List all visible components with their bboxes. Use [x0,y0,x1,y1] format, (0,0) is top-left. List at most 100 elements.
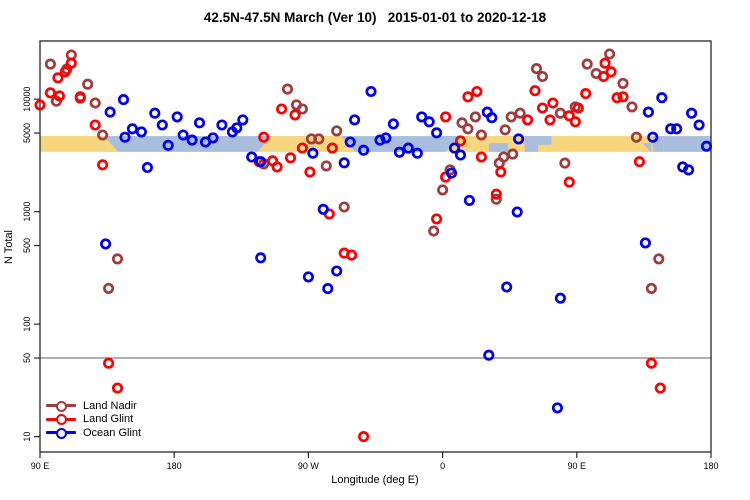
data-point-ocean-glint [393,146,405,158]
data-point-land-nadir [103,282,115,294]
data-point-land-glint [547,97,559,109]
data-point-land-glint [454,135,467,147]
data-point-ocean-glint [322,283,334,295]
data-point-land-nadir [437,184,449,196]
data-point-land-nadir [490,193,502,205]
data-point-land-glint [654,382,666,394]
data-point-ocean-glint [126,123,138,135]
y-tick-label: 10 [22,432,32,442]
data-point-ocean-glint [483,349,495,361]
x-tick-label: 180 [167,461,182,471]
data-point-land-glint [103,357,115,369]
data-point-ocean-glint [683,164,695,176]
data-point-land-glint [440,111,452,123]
data-point-ocean-glint [193,117,206,129]
y-tick-label: 1000 [22,202,32,222]
data-point-land-nadir [313,133,325,145]
legend-label-land-nadir: Land Nadir [83,399,137,412]
data-point-ocean-glint [216,119,228,131]
land-nadir-marker-icon [46,400,76,412]
surface-band-ocean [104,136,258,152]
data-point-ocean-glint [423,116,435,128]
data-point-land-glint [617,91,629,103]
data-point-ocean-glint [344,136,356,148]
data-point-land-nadir [530,63,543,75]
data-point-land-glint [326,142,338,154]
data-point-ocean-glint [431,127,443,139]
data-point-land-glint [97,159,109,171]
data-point-land-nadir [604,48,616,60]
data-point-ocean-glint [647,131,659,143]
coast-wedge [341,136,356,152]
data-point-ocean-glint [642,106,654,118]
data-point-ocean-glint [162,139,174,151]
data-point-ocean-glint [501,281,513,293]
data-point-land-nadir [617,77,629,89]
data-point-land-nadir [536,70,549,83]
y-tick-label: 10000 [22,87,32,112]
data-point-land-nadir [469,111,481,123]
legend-item-land-nadir: Land Nadir [46,399,141,413]
data-point-land-glint [284,152,297,164]
data-point-ocean-glint [665,123,677,135]
data-point-land-glint [431,213,443,225]
data-point-land-glint [544,114,556,126]
data-point-ocean-glint [255,252,267,264]
data-point-land-glint [271,161,283,173]
surface-band-land [40,136,105,152]
legend-label-ocean-glint: Ocean Glint [83,426,142,439]
data-point-land-nadir [462,123,474,135]
data-point-land-glint [53,90,65,102]
data-point-ocean-glint [338,157,350,169]
data-point-ocean-glint [365,85,377,98]
surface-band-patch-ocean [524,136,539,152]
data-point-land-glint [59,66,71,78]
data-point-land-glint [65,57,77,69]
data-point-land-glint [304,166,316,178]
data-point-ocean-glint [454,149,467,161]
data-point-ocean-glint [656,92,668,104]
data-point-land-glint [580,88,592,100]
data-point-land-glint [490,188,502,200]
data-point-land-nadir [630,131,642,143]
data-point-land-nadir [645,282,657,294]
data-point-land-glint [74,91,86,103]
data-point-land-glint [611,92,623,104]
data-point-land-nadir [89,97,101,109]
data-point-land-nadir [82,78,94,90]
data-point-ocean-glint [380,132,392,144]
data-point-ocean-glint [237,114,249,126]
x-tick-label: 90 E [568,461,587,471]
x-tick-label: 90 E [31,461,50,471]
y-axis-label: N Total [3,229,15,265]
surface-band-patch-ocean [538,136,552,145]
data-point-land-nadir [97,129,109,141]
surface-band-ocean [663,136,711,152]
data-point-ocean-glint [511,206,523,218]
data-point-ocean-glint [551,402,563,414]
data-point-land-glint [563,110,575,122]
x-tick-label: 90 W [298,461,320,471]
data-point-land-glint [258,131,270,143]
data-point-land-nadir [626,101,638,113]
x-tick-label: 180 [703,461,718,471]
data-point-ocean-glint [686,107,698,119]
data-point-land-glint [529,85,541,97]
chart-title: 42.5N-47.5N March (Ver 10) 2015-01-01 to… [203,10,547,25]
data-point-ocean-glint [231,122,243,134]
data-point-ocean-glint [671,123,683,135]
data-point-land-glint [633,156,645,168]
data-point-ocean-glint [416,111,428,123]
data-point-land-glint [522,114,534,126]
data-point-land-glint [572,102,584,114]
surface-band-ocean [341,136,446,152]
data-point-land-nadir [559,157,571,169]
data-point-ocean-glint [117,94,130,106]
y-tick-label: 50 [22,353,32,363]
data-point-land-nadir [44,58,56,70]
data-point-ocean-glint [639,237,651,249]
data-point-land-nadir [475,129,487,141]
x-axis-label: Longitude (deg E) [331,474,419,486]
